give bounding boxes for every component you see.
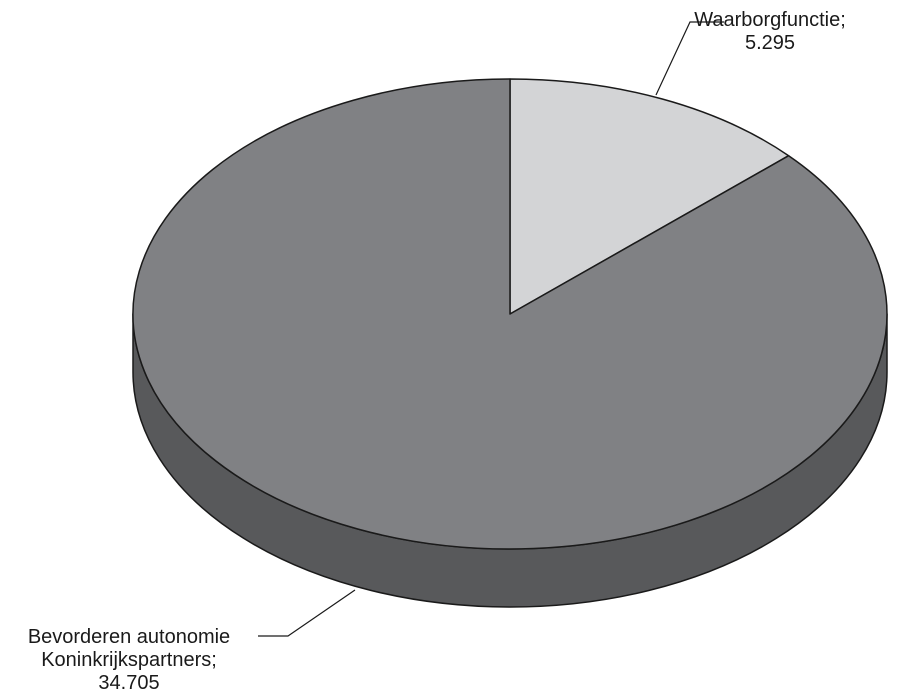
slice-label-value: 34.705	[98, 672, 160, 694]
slice-label-name-line1: Bevorderen autonomie	[27, 626, 231, 648]
pie-slice-0	[509, 78, 790, 315]
slice-label-waarborgfunctie: Waarborgfunctie; 5.295	[690, 9, 850, 55]
slice-label-value: 5.295	[744, 32, 796, 54]
slice-label-name: Waarborgfunctie;	[694, 9, 846, 31]
leader-line-waarborgfunctie	[655, 21, 724, 96]
pie-slice-1	[132, 78, 888, 550]
slice-label-name-line2: Koninkrijkspartners;	[41, 649, 217, 671]
slice-label-bevorderen-autonomie: Bevorderen autonomie Koninkrijkspartners…	[4, 626, 254, 695]
leader-line-bevorderen-autonomie	[258, 589, 356, 637]
